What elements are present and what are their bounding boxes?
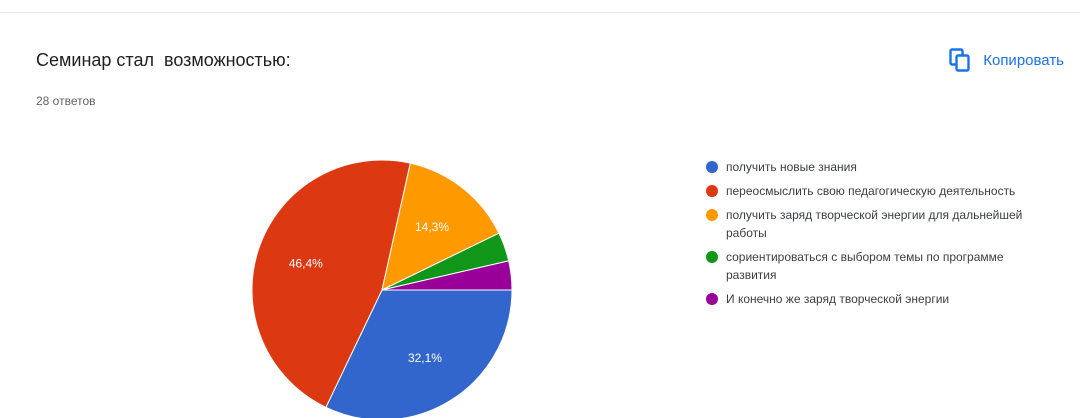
legend-item-topic-orientation[interactable]: сориентироваться с выбором темы по прогр… — [706, 248, 1046, 284]
pie-slice-rethink-activity[interactable] — [251, 159, 411, 408]
chart-legend: получить новые знания переосмыслить свою … — [706, 158, 1046, 314]
legend-swatch — [706, 251, 718, 263]
pie-slice-creative-energy[interactable] — [381, 162, 500, 291]
copy-button[interactable]: Копировать — [945, 44, 1068, 76]
legend-label: И конечно же заряд творческой энергии — [726, 292, 950, 306]
legend-swatch — [706, 209, 718, 221]
pie-label-new-knowledge: 32,1% — [408, 351, 442, 365]
legend-swatch — [706, 185, 718, 197]
legend-label: получить новые знания — [726, 160, 857, 174]
response-count: 28 ответов — [36, 94, 96, 108]
legend-label: получить заряд творческой энергии для да… — [726, 208, 1023, 240]
pie-slice-creative-energy-extra[interactable] — [381, 260, 513, 291]
legend-item-new-knowledge[interactable]: получить новые знания — [706, 158, 1046, 176]
copy-label: Копировать — [983, 51, 1064, 69]
pie-slice-new-knowledge[interactable] — [325, 289, 513, 418]
pie-label-rethink-activity: 46,4% — [289, 257, 323, 271]
top-divider — [0, 12, 1080, 13]
legend-item-creative-energy-extra[interactable]: И конечно же заряд творческой энергии — [706, 290, 1046, 308]
legend-label: переосмыслить свою педагогическую деятел… — [726, 184, 1016, 198]
legend-swatch — [706, 161, 718, 173]
legend-item-creative-energy[interactable]: получить заряд творческой энергии для да… — [706, 206, 1046, 242]
legend-swatch — [706, 293, 718, 305]
copy-icon — [949, 48, 971, 72]
question-title: Семинар стал возможностью: — [36, 50, 291, 70]
pie-chart: 32,1% 46,4% 14,3% — [251, 159, 513, 418]
legend-item-rethink-activity[interactable]: переосмыслить свою педагогическую деятел… — [706, 182, 1046, 200]
pie-label-creative-energy: 14,3% — [415, 220, 449, 234]
legend-label: сориентироваться с выбором темы по прогр… — [726, 250, 1004, 282]
